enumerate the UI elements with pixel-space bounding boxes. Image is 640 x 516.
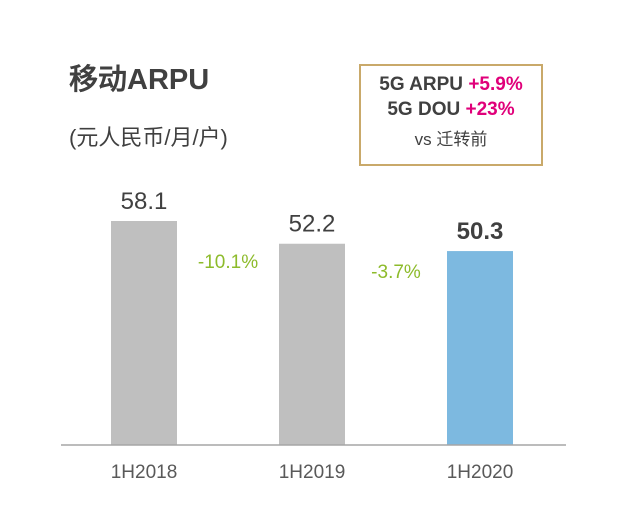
callout-dou-value: +23% [465, 99, 515, 120]
callout-arpu-value: +5.9% [468, 74, 523, 95]
callout-dou: 5G DOU +23% [361, 99, 541, 121]
bar-1H2020 [447, 251, 513, 445]
data-label-1H2020: 50.3 [457, 218, 504, 245]
chart-title: 移动ARPU [69, 64, 210, 96]
x-tick-1H2020: 1H2020 [447, 462, 514, 483]
bar-1H2018 [111, 221, 177, 445]
data-label-1H2018: 58.1 [121, 188, 168, 215]
unit-label: (元人民币/月/户) [69, 125, 228, 150]
callout-arpu-label: 5G ARPU [379, 74, 464, 95]
x-tick-1H2019: 1H2019 [279, 462, 346, 483]
change-label-1: -10.1% [198, 252, 258, 273]
callout-box: 5G ARPU +5.9% 5G DOU +23% vs 迁转前 [359, 64, 543, 166]
callout-arpu: 5G ARPU +5.9% [361, 74, 541, 96]
data-label-1H2019: 52.2 [289, 211, 336, 238]
change-label-2: -3.7% [371, 262, 421, 283]
callout-note: vs 迁转前 [414, 130, 488, 149]
callout-dou-label: 5G DOU [387, 99, 461, 120]
x-tick-1H2018: 1H2018 [111, 462, 178, 483]
bar-1H2019 [279, 243, 345, 445]
